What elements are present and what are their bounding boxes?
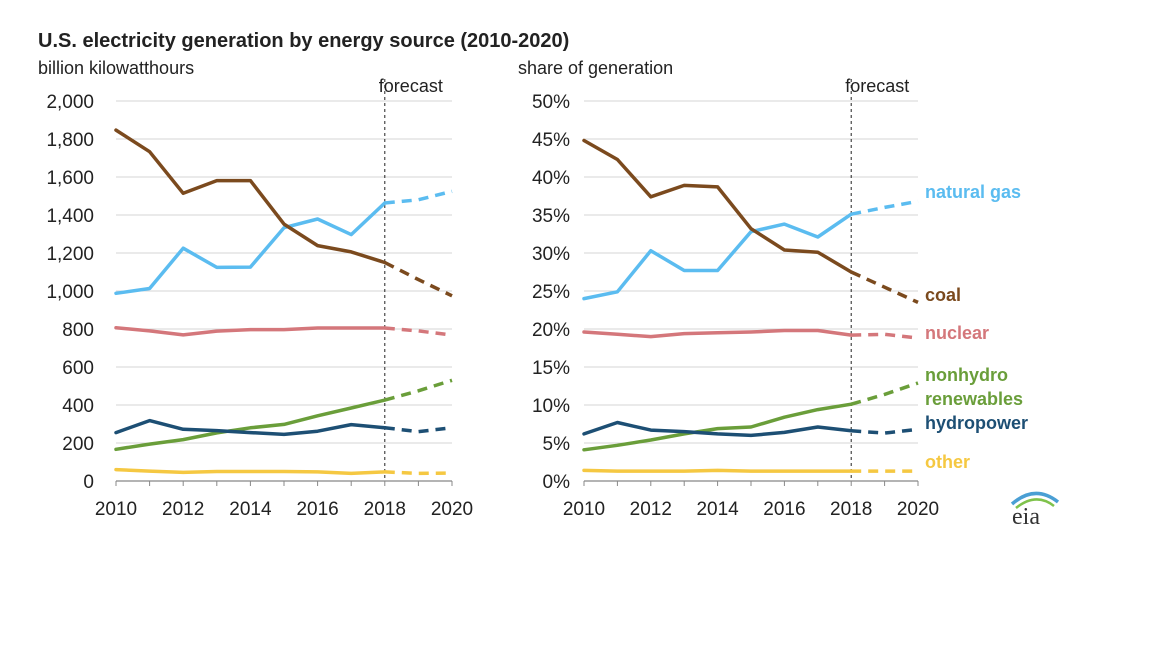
y-tick-label: 2,000	[46, 92, 94, 113]
x-tick-label: 2012	[630, 499, 672, 520]
eia-logo-swoosh	[1010, 491, 1060, 506]
x-tick-label: 2020	[897, 499, 939, 520]
legend-label-other: other	[925, 452, 970, 472]
y-tick-label: 1,600	[46, 168, 94, 189]
other-line-historical	[582, 468, 853, 473]
chart-title: U.S. electricity generation by energy so…	[38, 30, 569, 52]
hydropower-line-historical	[114, 418, 387, 437]
x-tick-label: 2016	[763, 499, 805, 520]
legend-label-natural-gas: natural gas	[925, 182, 1021, 202]
y-tick-label: 50%	[532, 92, 570, 113]
x-tick-label: 2012	[162, 499, 204, 520]
x-tick-label: 2010	[563, 499, 605, 520]
nuclear-line-forecast	[384, 326, 453, 337]
y-tick-label: 10%	[532, 396, 570, 417]
nuclear-line-forecast	[851, 332, 919, 340]
nonhydro-renewables-line-forecast	[850, 381, 919, 406]
hydropower-line-historical	[582, 420, 853, 438]
x-tick-label: 2018	[364, 499, 406, 520]
legend-label-nuclear: nuclear	[925, 323, 989, 343]
natural-gas-line-forecast	[384, 189, 453, 205]
x-tick-label: 2014	[696, 499, 739, 520]
y-tick-label: 400	[62, 396, 94, 417]
y-tick-label: 0%	[543, 472, 571, 493]
y-axis-label: billion kilowatthours	[38, 58, 194, 78]
nuclear-line-historical	[114, 325, 387, 337]
legend-label-coal: coal	[925, 285, 961, 305]
nonhydro-renewables-line-historical	[114, 398, 387, 452]
y-tick-label: 15%	[532, 358, 570, 379]
y-tick-label: 1,200	[46, 244, 94, 265]
y-tick-label: 0	[83, 472, 94, 493]
forecast-label: forecast	[845, 76, 909, 96]
y-tick-label: 1,000	[46, 282, 94, 303]
y-tick-label: 20%	[532, 320, 570, 341]
eia-logo-text: eia	[1012, 504, 1040, 530]
y-tick-label: 25%	[532, 282, 570, 303]
y-tick-label: 30%	[532, 244, 570, 265]
y-tick-label: 200	[62, 434, 94, 455]
y-tick-label: 1,400	[46, 206, 94, 227]
y-tick-label: 40%	[532, 168, 570, 189]
legend-label-nonhydro-renewables: nonhydro	[925, 365, 1008, 385]
share-panel: share of generation 0% 5% 10% 15% 20% 25% 30% 35…	[518, 58, 1028, 520]
natural-gas-line-historical	[582, 212, 853, 301]
hydropower-line-forecast	[384, 426, 453, 434]
y-tick-label: 800	[62, 320, 94, 341]
x-tick-label: 2010	[95, 499, 137, 520]
x-tick-label: 2014	[229, 499, 272, 520]
x-tick-label: 2020	[431, 499, 473, 520]
hydropower-line-forecast	[851, 427, 919, 435]
coal-line-historical	[582, 138, 853, 274]
y-axis-label: share of generation	[518, 58, 673, 78]
eia-logo-swoosh-green	[1015, 498, 1055, 509]
y-tick-label: 5%	[543, 434, 571, 455]
y-tick-label: 600	[62, 358, 94, 379]
natural-gas-line-forecast	[850, 199, 919, 216]
eia-logo: eia	[1010, 491, 1060, 530]
generation-panel: billion kilowatthours 0 200 400 600 800 1,000 1…	[38, 58, 473, 520]
forecast-label: forecast	[379, 76, 443, 96]
coal-line-forecast	[850, 270, 919, 304]
y-tick-label: 45%	[532, 130, 570, 151]
legend-label-nonhydro-renewables: renewables	[925, 389, 1023, 409]
y-tick-label: 1,800	[46, 130, 94, 151]
y-tick-label: 35%	[532, 206, 570, 227]
nuclear-line-historical	[582, 328, 853, 339]
x-tick-label: 2018	[830, 499, 872, 520]
nonhydro-renewables-line-forecast	[384, 378, 453, 402]
coal-line-forecast	[384, 260, 453, 298]
other-line-forecast	[384, 470, 453, 476]
legend-label-hydropower: hydropower	[925, 413, 1028, 433]
coal-line-historical	[114, 128, 387, 265]
natural-gas-line-historical	[114, 201, 387, 296]
nonhydro-renewables-line-historical	[582, 402, 853, 452]
other-line-historical	[114, 467, 387, 476]
x-tick-label: 2016	[296, 499, 338, 520]
